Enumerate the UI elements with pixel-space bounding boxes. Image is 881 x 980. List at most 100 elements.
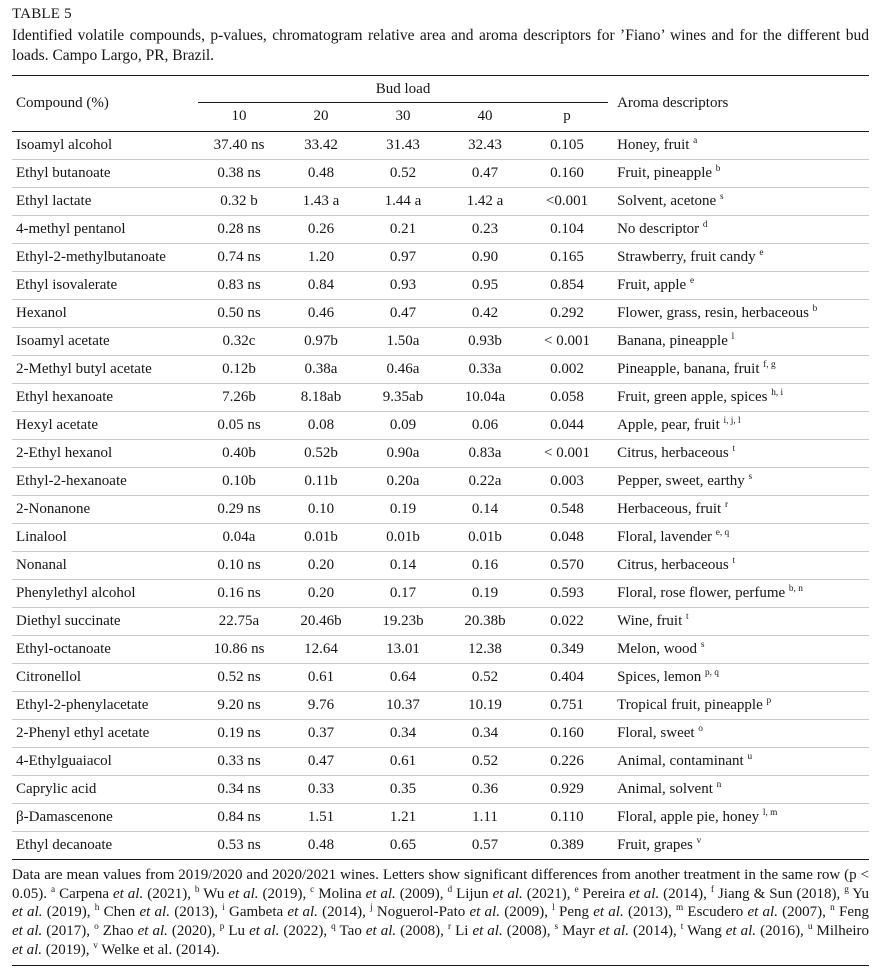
value-cell-20: 0.33 (280, 774, 362, 804)
compound-cell: Ethyl hexanoate (12, 382, 198, 412)
table-row: Isoamyl acetate 0.32c 0.97b 1.50a 0.93b … (12, 326, 869, 356)
p-value-cell: 0.404 (526, 662, 609, 692)
table-caption: Identified volatile compounds, p-values,… (12, 27, 869, 64)
compound-cell: β-Damascenone (12, 802, 198, 832)
value-cell-10: 0.32 b (198, 186, 280, 216)
value-cell-10: 7.26b (198, 382, 280, 412)
compound-cell: Caprylic acid (12, 774, 198, 804)
p-value-cell: 0.048 (526, 522, 609, 552)
compound-cell: Ethyl-2-methylbutanoate (12, 242, 198, 272)
compound-cell: Ethyl-octanoate (12, 634, 198, 664)
value-cell-20: 0.61 (280, 662, 362, 692)
p-value-cell: 0.548 (526, 494, 609, 524)
value-cell-20: 12.64 (280, 634, 362, 664)
col-header-20: 20 (280, 102, 362, 132)
value-cell-20: 1.20 (280, 242, 362, 272)
compound-cell: Ethyl butanoate (12, 158, 198, 188)
value-cell-40: 10.04a (444, 382, 526, 412)
aroma-cell: Tropical fruit, pineapple p (608, 690, 869, 720)
table-row: Diethyl succinate 22.75a 20.46b 19.23b 2… (12, 606, 869, 636)
value-cell-30: 10.37 (362, 690, 444, 720)
table-body: Isoamyl alcohol 37.40 ns 33.42 31.43 32.… (12, 131, 869, 860)
aroma-cell: Pepper, sweet, earthy s (608, 466, 869, 496)
aroma-cell: Fruit, pineapple b (608, 158, 869, 188)
compound-cell: Isoamyl alcohol (16, 137, 113, 154)
aroma-cell: Animal, contaminant u (608, 746, 869, 776)
value-cell-30: 0.61 (362, 746, 444, 776)
table-row: Hexyl acetate 0.05 ns 0.08 0.09 0.06 0.0… (12, 410, 869, 440)
p-value-cell: 0.226 (526, 746, 609, 776)
value-cell-10: 0.40b (198, 438, 280, 468)
value-cell-30: 0.20a (362, 466, 444, 496)
value-cell-40: 0.33a (444, 354, 526, 384)
value-cell-40: 1.11 (444, 802, 526, 832)
compound-cell: Diethyl succinate (12, 606, 198, 636)
value-cell-40: 0.22a (444, 466, 526, 496)
value-cell-40: 0.01b (444, 522, 526, 552)
aroma-cell: No descriptor d (608, 214, 869, 244)
compound-column-header: Compound (%) (12, 75, 198, 132)
aroma-cell: Herbaceous, fruit r (608, 494, 869, 524)
p-value-cell: 0.104 (526, 214, 609, 244)
table-row: Ethyl decanoate 0.53 ns 0.48 0.65 0.57 0… (12, 830, 869, 860)
value-cell-10: 0.53 ns (198, 830, 280, 860)
value-cell-20: 0.84 (280, 270, 362, 300)
table-row: β-Damascenone 0.84 ns 1.51 1.21 1.11 0.1… (12, 802, 869, 832)
table-row: Linalool 0.04a 0.01b 0.01b 0.01b 0.048 F… (12, 522, 869, 552)
table-row: 2-Methyl butyl acetate 0.12b 0.38a 0.46a… (12, 354, 869, 384)
value-cell-20: 9.76 (280, 690, 362, 720)
value-cell-30: 1.50a (362, 326, 444, 356)
value-cell-20: 0.20 (280, 550, 362, 580)
aroma-cell: Solvent, acetone s (608, 186, 869, 216)
table-row: Ethyl-2-methylbutanoate 0.74 ns 1.20 0.9… (12, 242, 869, 272)
value-cell-40: 20.38b (444, 606, 526, 636)
table-row: Ethyl hexanoate 7.26b 8.18ab 9.35ab 10.0… (12, 382, 869, 412)
compound-cell: Nonanal (12, 550, 198, 580)
value-cell-40: 1.42 a (444, 186, 526, 216)
value-cell-20: 0.37 (280, 718, 362, 748)
aroma-cell: Fruit, green apple, spices h, i (608, 382, 869, 412)
table-label: TABLE 5 (12, 6, 72, 22)
value-cell-10: 0.38 ns (198, 158, 280, 188)
value-cell-10: 0.50 ns (198, 298, 280, 328)
value-cell-10: 0.10 ns (198, 550, 280, 580)
value-cell-20: 0.46 (280, 298, 362, 328)
value-cell-30: 0.90a (362, 438, 444, 468)
value-cell-40: 0.23 (444, 214, 526, 244)
compound-cell: 2-Ethyl hexanol (12, 438, 198, 468)
value-cell-20: 0.48 (280, 158, 362, 188)
aroma-cell: Wine, fruit t (608, 606, 869, 636)
value-cell-30: 1.44 a (362, 186, 444, 216)
volatile-compounds-table: Compound (%) Bud load Aroma descriptors … (12, 74, 869, 860)
table-row: Phenylethyl alcohol 0.16 ns 0.20 0.17 0.… (12, 578, 869, 608)
table-row: Citronellol 0.52 ns 0.61 0.64 0.52 0.404… (12, 662, 869, 692)
compound-cell: Ethyl isovalerate (12, 270, 198, 300)
compound-cell: 2-Methyl butyl acetate (12, 354, 198, 384)
value-cell-40: 0.95 (444, 270, 526, 300)
value-cell-10: 0.33 ns (198, 746, 280, 776)
value-cell-30: 0.65 (362, 830, 444, 860)
value-cell-40: 10.19 (444, 690, 526, 720)
value-cell-30: 0.19 (362, 494, 444, 524)
p-value-cell: 0.160 (526, 718, 609, 748)
value-cell-10: 9.20 ns (198, 690, 280, 720)
value-cell-10: 10.86 ns (198, 634, 280, 664)
value-cell-20: 1.43 a (280, 186, 362, 216)
value-cell-20: 0.11b (280, 466, 362, 496)
value-cell-40: 0.34 (444, 718, 526, 748)
value-cell-20: 0.26 (280, 214, 362, 244)
value-cell-40: 0.19 (444, 578, 526, 608)
aroma-cell: Floral, lavender e, q (608, 522, 869, 552)
table-row: Caprylic acid 0.34 ns 0.33 0.35 0.36 0.9… (12, 774, 869, 804)
value-cell-30: 0.34 (362, 718, 444, 748)
bud-load-header: Bud load (198, 75, 609, 103)
aroma-cell: Floral, rose flower, perfume b, n (608, 578, 869, 608)
aroma-cell: Pineapple, banana, fruit f, g (608, 354, 869, 384)
value-cell-10: 0.04a (198, 522, 280, 552)
table-row: Ethyl lactate 0.32 b 1.43 a 1.44 a 1.42 … (12, 186, 869, 216)
table-row: Isoamyl alcohol 37.40 ns 33.42 31.43 32.… (12, 131, 869, 159)
aroma-cell: Citrus, herbaceous t (608, 438, 869, 468)
value-cell-30: 0.14 (362, 550, 444, 580)
value-cell-40: 0.52 (444, 746, 526, 776)
